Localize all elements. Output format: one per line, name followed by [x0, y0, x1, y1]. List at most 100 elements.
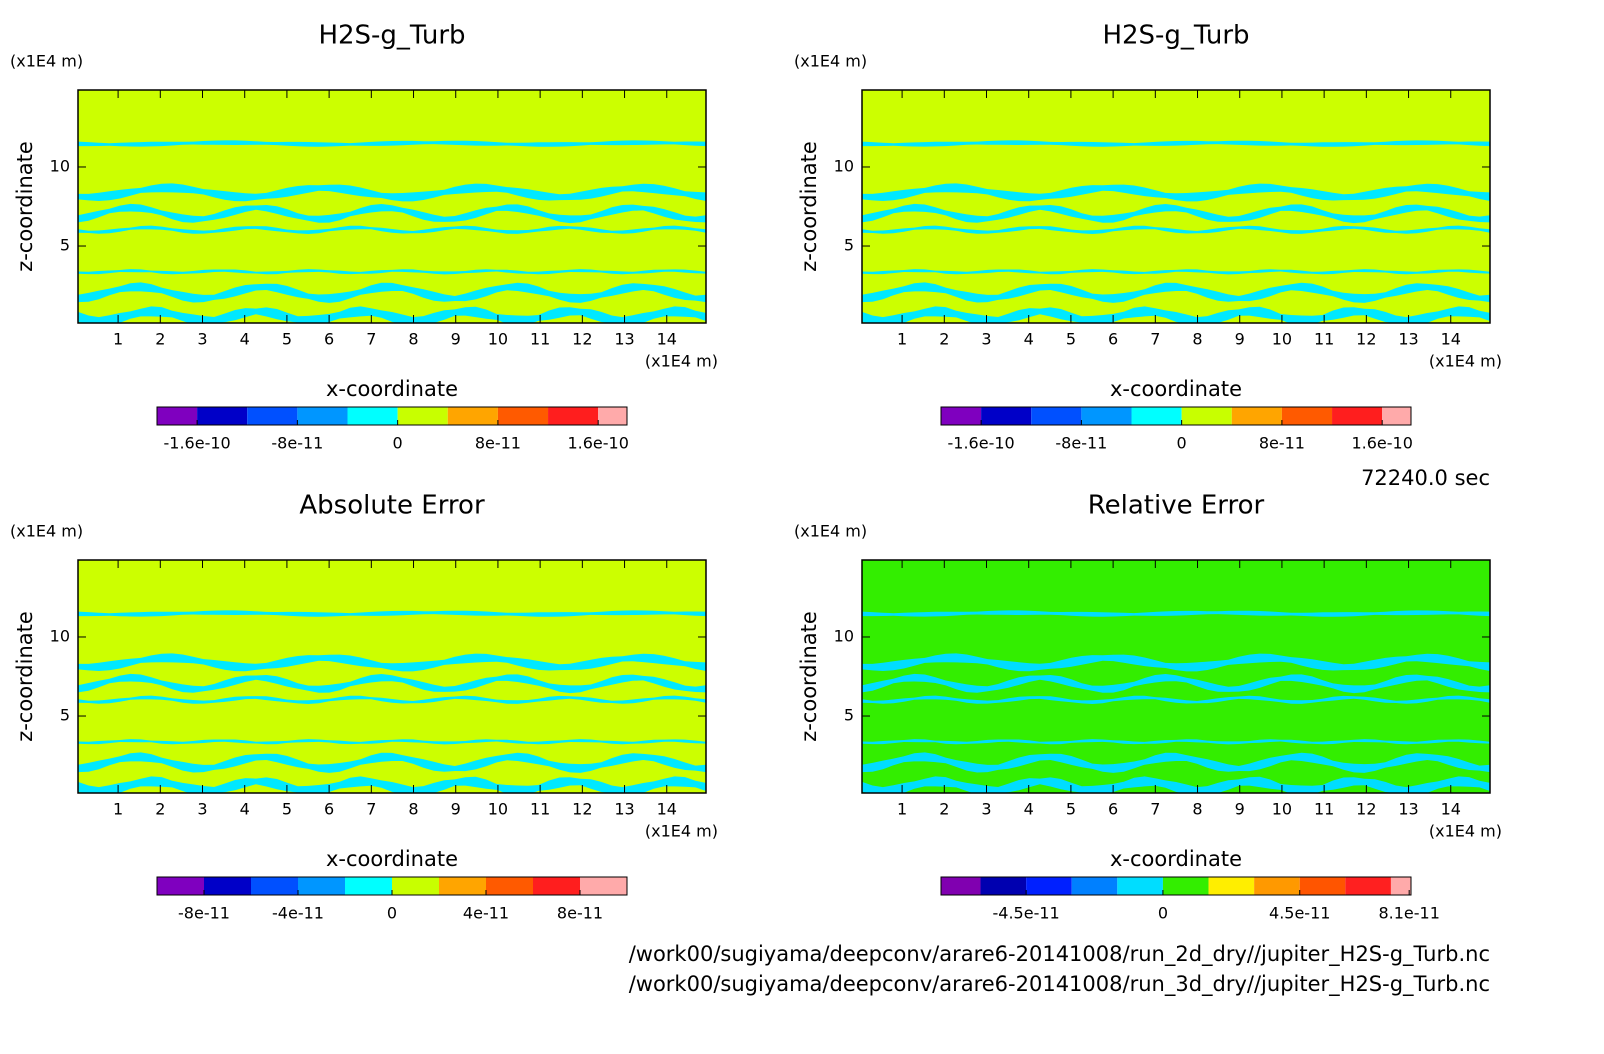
- x-tick-label: 8: [1192, 330, 1202, 349]
- colorbar-tick-label: -8e-11: [178, 904, 230, 923]
- colorbar-box: [981, 407, 1032, 425]
- x-tick-label: 6: [1108, 800, 1118, 819]
- x-tick-label: 11: [530, 800, 550, 819]
- plot-frame: [861, 559, 1491, 794]
- x-tick-label: 1: [897, 800, 907, 819]
- x-tick-label: 2: [155, 800, 165, 819]
- y-tick-label: 10: [50, 626, 70, 645]
- colorbar-box: [347, 407, 398, 425]
- y-tick-label: 5: [60, 236, 70, 255]
- x-tick-label: 14: [657, 330, 677, 349]
- time-label: 72240.0 sec: [1361, 466, 1490, 490]
- x-tick-label: 10: [488, 330, 508, 349]
- colorbar-box: [1181, 407, 1232, 425]
- x-tick-label: 2: [939, 330, 949, 349]
- file-path: /work00/sugiyama/deepconv/arare6-2014100…: [629, 942, 1490, 967]
- x-tick-label: 9: [451, 330, 461, 349]
- x-tick-label: 3: [981, 800, 991, 819]
- y-tick-label: 5: [60, 706, 70, 725]
- contour-band: [862, 269, 1490, 275]
- contour-band: [862, 225, 1490, 234]
- y-tick-label: 5: [844, 236, 854, 255]
- y-tick-label: 10: [834, 156, 854, 175]
- contour-band: [862, 653, 1490, 672]
- field: [862, 560, 1490, 793]
- x-tick-label: 9: [1235, 800, 1245, 819]
- contour-band: [78, 610, 706, 617]
- colorbar-box: [345, 877, 392, 895]
- x-tick-label: 6: [324, 800, 334, 819]
- colorbar-frame: [156, 406, 628, 426]
- colorbar-box: [447, 407, 498, 425]
- x-tick-label: 12: [1356, 800, 1376, 819]
- colorbar-box: [1031, 407, 1082, 425]
- x-unit: (x1E4 m): [645, 352, 718, 371]
- x-axis-label: x-coordinate: [326, 847, 458, 871]
- y-unit: (x1E4 m): [10, 52, 83, 71]
- colorbar-tick-label: 8e-11: [475, 434, 521, 453]
- colorbar-box: [1254, 877, 1300, 895]
- colorbar-tick-label: 0: [387, 904, 397, 923]
- colorbar-box: [197, 407, 248, 425]
- x-tick-label: 14: [1441, 330, 1461, 349]
- y-unit: (x1E4 m): [794, 522, 867, 541]
- x-unit: (x1E4 m): [645, 822, 718, 841]
- x-tick-label: 12: [572, 800, 592, 819]
- x-tick-label: 11: [1314, 800, 1334, 819]
- colorbar-box: [980, 877, 1027, 895]
- colorbar-box: [1026, 877, 1072, 895]
- colorbar-box: [1382, 407, 1411, 425]
- contour-band: [78, 776, 706, 793]
- x-tick-label: 11: [1314, 330, 1334, 349]
- colorbar-box: [941, 407, 982, 425]
- x-tick-label: 1: [113, 800, 123, 819]
- contour-band: [862, 752, 1490, 773]
- contour-band: [862, 695, 1490, 704]
- colorbar-box: [392, 877, 439, 895]
- colorbar-frame: [940, 406, 1412, 426]
- x-tick-label: 6: [1108, 330, 1118, 349]
- contour-band: [78, 225, 706, 234]
- x-tick-label: 9: [1235, 330, 1245, 349]
- x-axis-label: x-coordinate: [1110, 377, 1242, 401]
- colorbar-tick-label: 0: [393, 434, 403, 453]
- y-tick-label: 5: [844, 706, 854, 725]
- colorbar-tick-label: -8e-11: [271, 434, 323, 453]
- colorbar-box: [598, 407, 627, 425]
- y-unit: (x1E4 m): [10, 522, 83, 541]
- colorbar-box: [1231, 407, 1282, 425]
- x-tick-label: 13: [614, 330, 634, 349]
- y-axis-label: z-coordinate: [797, 611, 821, 742]
- x-tick-label: 5: [282, 800, 292, 819]
- colorbar-box: [1162, 877, 1209, 895]
- colorbar-box: [486, 877, 533, 895]
- field: [78, 560, 706, 793]
- x-tick-label: 7: [366, 800, 376, 819]
- x-tick-label: 3: [197, 800, 207, 819]
- colorbar-box: [1081, 407, 1132, 425]
- x-tick-label: 7: [1150, 800, 1160, 819]
- colorbar-box: [298, 877, 345, 895]
- x-tick-label: 10: [488, 800, 508, 819]
- colorbar-box: [157, 877, 204, 895]
- x-tick-label: 1: [113, 330, 123, 349]
- contour-band: [78, 673, 706, 694]
- x-tick-label: 10: [1272, 800, 1292, 819]
- colorbar-tick-label: -8e-11: [1055, 434, 1107, 453]
- colorbar-tick-label: 4.5e-11: [1269, 904, 1330, 923]
- colorbar-box: [533, 877, 580, 895]
- x-tick-label: 14: [1441, 800, 1461, 819]
- x-tick-label: 1: [897, 330, 907, 349]
- contour-band: [862, 673, 1490, 694]
- x-tick-label: 7: [1150, 330, 1160, 349]
- colorbar-box: [1281, 407, 1333, 425]
- y-tick-label: 10: [50, 156, 70, 175]
- x-tick-label: 12: [1356, 330, 1376, 349]
- x-tick-label: 4: [240, 330, 250, 349]
- contour-band: [78, 203, 706, 224]
- colorbar-tick-label: -4e-11: [272, 904, 324, 923]
